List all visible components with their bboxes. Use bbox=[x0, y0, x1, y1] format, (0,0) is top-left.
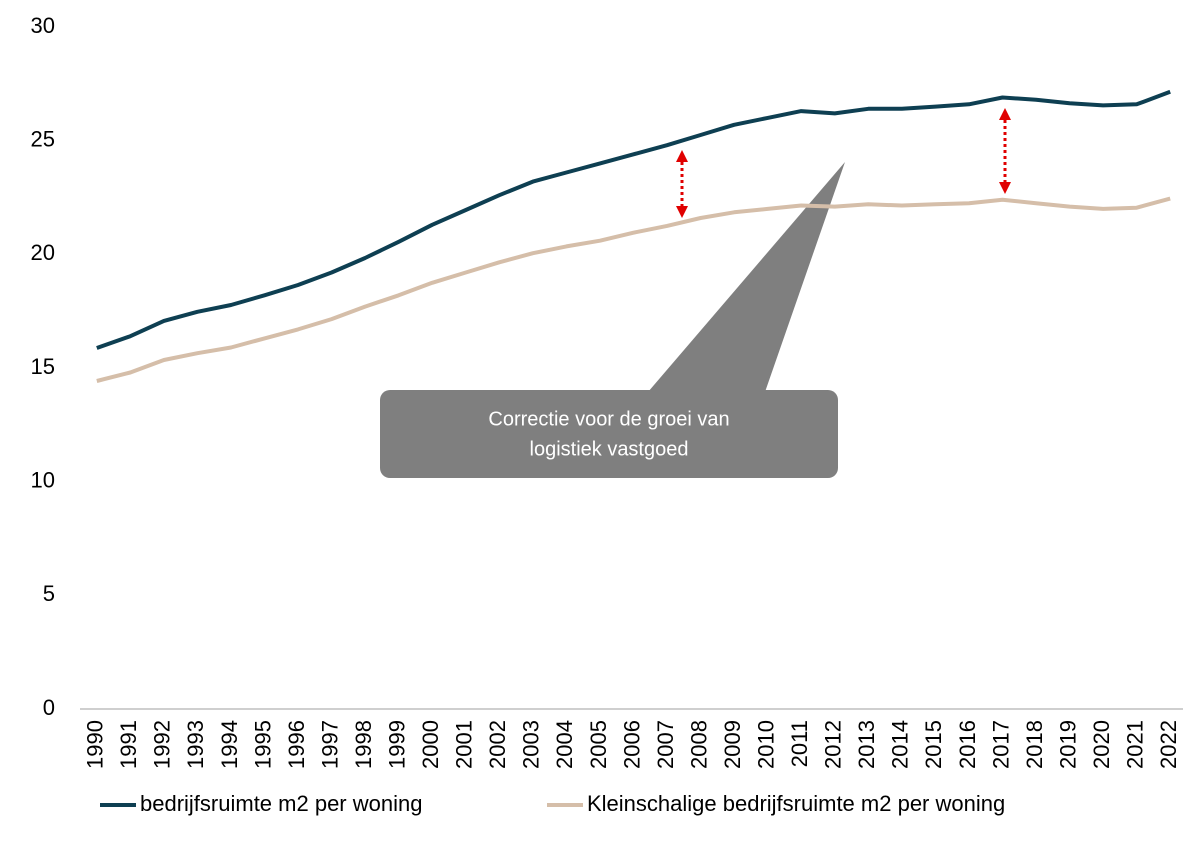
y-tick-label: 15 bbox=[31, 354, 55, 379]
callout-box bbox=[380, 390, 838, 478]
x-tick-label: 2012 bbox=[821, 720, 846, 769]
x-tick-label: 1990 bbox=[83, 720, 108, 769]
x-tick-label: 2022 bbox=[1156, 720, 1181, 769]
y-tick-label: 0 bbox=[43, 695, 55, 720]
legend-label: Kleinschalige bedrijfsruimte m2 per woni… bbox=[587, 791, 1005, 816]
x-tick-label: 1997 bbox=[317, 720, 342, 769]
y-tick-label: 30 bbox=[31, 13, 55, 38]
annotation: logistiek vastgoed bbox=[530, 438, 689, 460]
x-tick-label: 2016 bbox=[955, 720, 980, 769]
x-tick-label: 2009 bbox=[720, 720, 745, 769]
y-tick-label: 20 bbox=[31, 240, 55, 265]
x-tick-label: 2003 bbox=[519, 720, 544, 769]
x-tick-label: 1993 bbox=[183, 720, 208, 769]
x-tick-label: 2021 bbox=[1122, 720, 1147, 769]
x-tick-label: 2005 bbox=[586, 720, 611, 769]
x-tick-label: 2001 bbox=[452, 720, 477, 769]
x-tick-label: 2018 bbox=[1022, 720, 1047, 769]
x-tick-label: 2015 bbox=[921, 720, 946, 769]
x-tick-label: 2013 bbox=[854, 720, 879, 769]
callout-pointer bbox=[648, 162, 845, 392]
gap-arrows bbox=[676, 108, 1011, 218]
annotation: Correctie voor de groei van bbox=[488, 408, 729, 430]
x-tick-label: 2014 bbox=[888, 720, 913, 769]
y-tick-label: 25 bbox=[31, 126, 55, 151]
x-tick-label: 2010 bbox=[753, 720, 778, 769]
x-tick-label: 1996 bbox=[284, 720, 309, 769]
x-tick-label: 2007 bbox=[653, 720, 678, 769]
legend-label: bedrijfsruimte m2 per woning bbox=[140, 791, 422, 816]
x-tick-label: 2011 bbox=[787, 720, 812, 767]
x-tick-label: 1995 bbox=[250, 720, 275, 769]
x-tick-label: 1994 bbox=[217, 720, 242, 769]
x-tick-label: 2019 bbox=[1055, 720, 1080, 769]
x-tick-label: 1999 bbox=[384, 720, 409, 769]
x-tick-label: 2008 bbox=[686, 720, 711, 769]
x-tick-label: 1998 bbox=[351, 720, 376, 769]
x-tick-label: 2004 bbox=[552, 720, 577, 769]
callout: Correctie voor de groei van logistiek va… bbox=[380, 162, 845, 478]
x-tick-label: 2000 bbox=[418, 720, 443, 769]
x-tick-label: 1991 bbox=[116, 720, 141, 769]
y-tick-label: 5 bbox=[43, 581, 55, 606]
y-tick-label: 10 bbox=[31, 467, 55, 492]
x-tick-label: 2006 bbox=[619, 720, 644, 769]
x-tick-label: 2017 bbox=[988, 720, 1013, 769]
series-line bbox=[96, 89, 1171, 350]
x-tick-label: 1992 bbox=[150, 720, 175, 769]
series-line bbox=[96, 196, 1171, 383]
x-tick-label: 2002 bbox=[485, 720, 510, 769]
x-tick-label: 2020 bbox=[1089, 720, 1114, 769]
